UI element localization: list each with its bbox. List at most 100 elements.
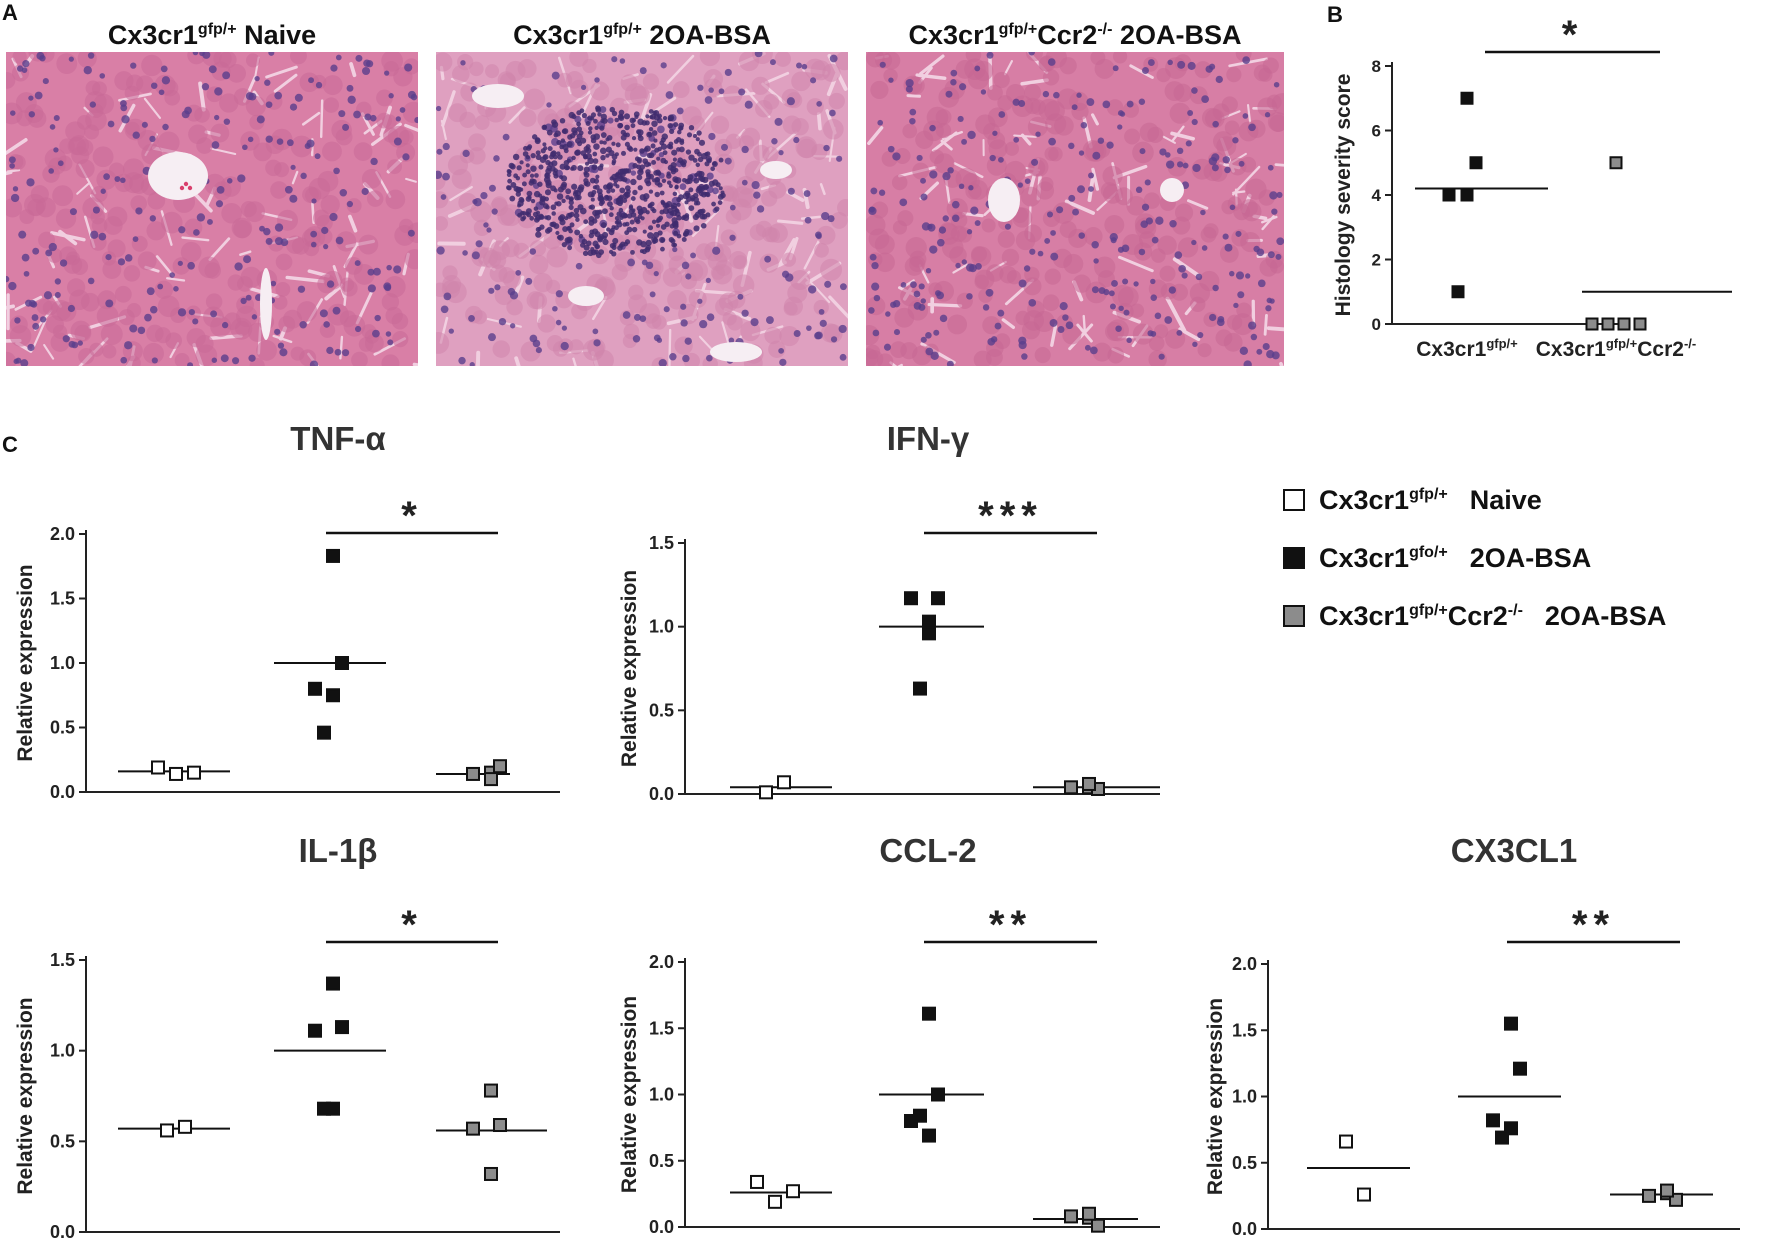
hepatocyte	[1044, 268, 1061, 285]
hepatocyte	[529, 254, 549, 275]
nucleus	[297, 285, 306, 293]
infiltrate-cell	[634, 114, 639, 120]
hepatocyte	[126, 303, 142, 318]
nucleus	[704, 96, 713, 104]
nucleus	[448, 328, 454, 334]
infiltrate-cell	[694, 172, 699, 178]
hepatocyte	[733, 255, 748, 270]
infiltrate-cell	[590, 247, 595, 252]
nucleus	[786, 97, 795, 106]
nucleus	[1211, 164, 1219, 172]
nucleus	[265, 135, 273, 143]
nucleus	[208, 65, 217, 74]
hepatocyte	[256, 340, 277, 361]
hepatocyte	[335, 128, 353, 146]
nucleus	[672, 246, 678, 253]
nucleus	[913, 290, 921, 298]
data-point	[1339, 1134, 1353, 1149]
nucleus	[1222, 156, 1230, 164]
infiltrate-cell	[674, 177, 682, 184]
nucleus	[393, 137, 402, 146]
y-tick-label: 0.5	[1232, 1153, 1257, 1173]
hepatocyte	[1159, 265, 1176, 282]
nucleus	[546, 102, 552, 108]
micrograph-title-naive: Cx3cr1gfp/+ Naive	[107, 20, 317, 50]
infiltrate-cell	[637, 185, 643, 191]
infiltrate-cell	[651, 120, 658, 127]
infiltrate-cell	[593, 133, 600, 140]
infiltrate-cell	[614, 117, 620, 123]
nucleus	[223, 118, 231, 125]
hepatocyte	[710, 115, 730, 134]
infiltrate-cell	[669, 128, 675, 134]
infiltrate-cell	[555, 230, 560, 236]
infiltrate-cell	[600, 132, 607, 138]
nucleus	[414, 116, 418, 124]
infiltrate-cell	[637, 129, 644, 136]
nucleus	[1059, 302, 1068, 311]
infiltrate-cell	[651, 219, 657, 224]
infiltrate-cell	[535, 231, 542, 238]
nucleus	[87, 52, 95, 59]
hepatocyte	[987, 84, 1003, 101]
nucleus	[498, 317, 507, 326]
significance-marker: *	[1562, 13, 1584, 57]
infiltrate-cell	[622, 197, 628, 203]
nucleus	[1098, 287, 1106, 295]
infiltrate-cell	[616, 221, 623, 228]
hepatocyte	[672, 81, 690, 99]
infiltrate-cell	[676, 233, 682, 239]
nucleus	[284, 185, 293, 194]
hepatocyte	[804, 58, 826, 80]
infiltrate-cell	[669, 223, 675, 229]
nucleus	[753, 191, 761, 199]
infiltrate-cell	[674, 184, 679, 189]
nucleus	[77, 340, 83, 346]
infiltrate-cell	[632, 163, 638, 169]
infiltrate-cell	[599, 147, 607, 155]
nucleus	[649, 291, 656, 298]
nucleus	[706, 354, 713, 362]
sinusoid	[348, 214, 358, 233]
infiltrate-cell	[630, 212, 637, 218]
hepatocyte	[1269, 259, 1284, 274]
nucleus	[442, 172, 450, 181]
nucleus	[998, 156, 1004, 163]
nucleus	[754, 52, 763, 58]
infiltrate-cell	[553, 173, 559, 179]
nucleus	[839, 353, 847, 361]
nucleus	[220, 354, 229, 363]
hepatocyte	[1024, 97, 1041, 115]
nucleus	[304, 142, 311, 149]
infiltrate-cell	[576, 126, 583, 132]
infiltrate-cell	[611, 225, 616, 230]
hepatocyte	[219, 93, 239, 113]
hepatocyte	[719, 292, 739, 312]
nucleus	[632, 335, 641, 343]
nucleus	[738, 88, 746, 96]
infiltrate-cell	[630, 249, 635, 255]
nucleus	[515, 269, 522, 276]
nucleus	[933, 329, 940, 336]
legend: Cx3cr1gfp/+ Naive Cx3cr1gfo/+ 2OA-BSA Cx…	[1283, 480, 1666, 654]
nucleus	[653, 271, 659, 277]
nucleus	[535, 347, 542, 354]
nucleus	[1089, 346, 1098, 355]
y-tick-label: 2.0	[1232, 954, 1257, 974]
infiltrate-cell	[670, 168, 677, 175]
infiltrate-cell	[628, 204, 634, 209]
sinusoid	[273, 73, 298, 93]
nucleus	[1195, 273, 1203, 281]
infiltrate-cell	[624, 141, 630, 147]
infiltrate-cell	[545, 182, 552, 189]
hepatocyte	[82, 197, 105, 219]
hepatocyte	[1236, 302, 1252, 318]
sinusoid	[166, 277, 186, 282]
nucleus	[263, 227, 271, 236]
nucleus	[488, 287, 495, 294]
hepatocyte	[715, 259, 732, 276]
sinusoid	[239, 250, 252, 256]
infiltrate-cell	[623, 113, 631, 120]
hepatocyte	[537, 314, 556, 333]
hepatocyte	[233, 88, 252, 106]
